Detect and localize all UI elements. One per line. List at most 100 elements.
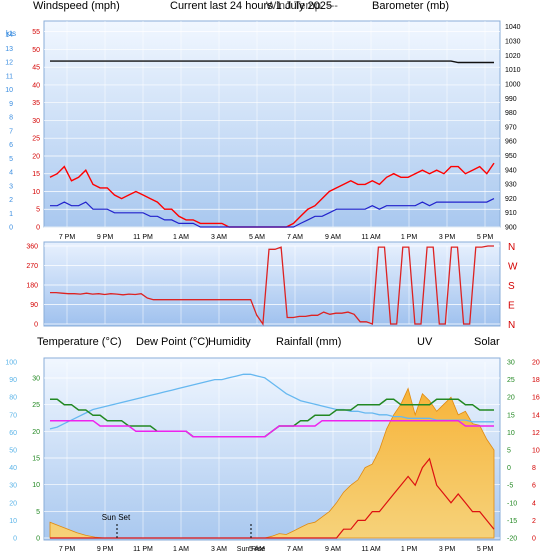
tick-label-barometer: 1000	[505, 81, 521, 88]
tick-label-temp-right: 5	[507, 448, 511, 455]
wind-panel-grid	[44, 21, 500, 228]
tick-label-temp-right: -5	[507, 483, 513, 490]
tick-label-compass: N	[508, 320, 515, 331]
tick-label-humidity: 20	[9, 500, 17, 507]
tick-label-windspeed: 5	[36, 207, 40, 214]
tick-label-windspeed: 10	[32, 189, 40, 196]
tick-label-temp-right: 10	[507, 430, 515, 437]
tick-label-barometer: 980	[505, 110, 517, 117]
rainfall-header: Rainfall (mm)	[276, 336, 341, 348]
tick-label-time: 1 AM	[173, 546, 189, 553]
tick-label-temperature: 0	[36, 536, 40, 543]
tick-label-compass: S	[508, 281, 515, 292]
tick-label-temperature: 25	[32, 402, 40, 409]
tick-label-time: 9 AM	[325, 234, 341, 241]
tick-label-knots: 12	[5, 60, 13, 67]
tick-label-humidity: 0	[13, 536, 17, 543]
tick-label-barometer: 960	[505, 139, 517, 146]
tick-label-barometer: 1010	[505, 67, 521, 74]
tick-label-uv: 4	[532, 500, 536, 507]
tick-label-direction: 270	[26, 263, 38, 270]
tick-label-time: 3 PM	[439, 546, 456, 553]
tick-label-windspeed: 50	[32, 47, 40, 54]
series-humidity	[49, 373, 494, 430]
tick-label-temp-right: -15	[507, 518, 517, 525]
tick-label-time: 9 PM	[97, 546, 114, 553]
wind-temp-label: Wind Temp. ---	[266, 0, 338, 12]
wind-panel-bg	[43, 20, 501, 228]
tick-label-barometer: 1020	[505, 53, 521, 60]
series-wind-direction	[50, 245, 494, 326]
tick-label-temp-right: -20	[507, 536, 517, 543]
tick-label-time: 1 PM	[401, 546, 418, 553]
tick-label-knots: 3	[9, 183, 13, 190]
tick-label-uv: 6	[532, 483, 536, 490]
knots-axis-title: kts	[6, 29, 16, 38]
tick-label-humidity: 100	[5, 360, 17, 367]
tick-label-compass: W	[508, 262, 518, 273]
tick-label-uv: 8	[532, 465, 536, 472]
tick-label-temp-right: 30	[507, 360, 515, 367]
tick-label-time: 1 AM	[173, 234, 189, 241]
tick-label-time: 5 PM	[477, 546, 494, 553]
windspeed-axis-title: Windspeed (mph)	[33, 0, 120, 12]
tick-label-humidity: 10	[9, 518, 17, 525]
tick-label-time: 5 AM	[249, 546, 265, 553]
chart-title: Current last 24 hours 1 July 2025	[170, 0, 332, 12]
tick-label-time: 5 PM	[477, 234, 494, 241]
tick-label-windspeed: 55	[32, 29, 40, 36]
tick-label-windspeed: 0	[36, 225, 40, 232]
tick-label-compass: N	[508, 242, 515, 253]
wind-panel-series	[49, 60, 495, 228]
tick-label-knots: 9	[9, 101, 13, 108]
tick-label-temp-right: 15	[507, 412, 515, 419]
tick-label-uv: 10	[532, 448, 540, 455]
tick-label-uv: 0	[532, 536, 536, 543]
tick-label-barometer: 1040	[505, 24, 521, 31]
tick-label-humidity: 80	[9, 395, 17, 402]
tick-label-time: 7 AM	[287, 234, 303, 241]
tick-label-temperature: 10	[32, 482, 40, 489]
tick-label-knots: 14	[5, 32, 13, 39]
tick-label-barometer: 950	[505, 153, 517, 160]
series-dewpoint	[50, 419, 494, 438]
tick-label-temperature: 20	[32, 429, 40, 436]
tick-label-windspeed: 35	[32, 100, 40, 107]
tick-label-barometer: 920	[505, 196, 517, 203]
tick-label-direction: 180	[26, 283, 38, 290]
tick-label-knots: 8	[9, 115, 13, 122]
tick-label-time: 5 AM	[249, 234, 265, 241]
tick-label-barometer: 910	[505, 210, 517, 217]
tick-label-time: 9 AM	[325, 546, 341, 553]
tick-label-windspeed: 45	[32, 65, 40, 72]
tick-label-knots: 1	[9, 211, 13, 218]
tick-label-barometer: 900	[505, 225, 517, 232]
tick-label-barometer: 970	[505, 124, 517, 131]
tick-label-uv: 18	[532, 377, 540, 384]
series-barometer	[50, 60, 494, 64]
tick-label-time: 3 AM	[211, 234, 227, 241]
sun-set-label: Sun Set	[102, 513, 131, 522]
tick-label-temperature: 5	[36, 509, 40, 516]
tick-label-time: 7 AM	[287, 546, 303, 553]
temperature-header: Temperature (°C)	[37, 336, 121, 348]
wind-panel-axes: 0510152025303540455055012345678910111213…	[5, 24, 520, 241]
tick-label-temperature: 30	[32, 376, 40, 383]
tick-label-knots: 2	[9, 197, 13, 204]
tick-label-time: 3 PM	[439, 234, 456, 241]
tick-label-uv: 16	[532, 395, 540, 402]
tick-label-knots: 6	[9, 142, 13, 149]
tick-label-direction: 90	[30, 302, 38, 309]
tick-label-time: 3 AM	[211, 546, 227, 553]
direction-panel-series	[50, 245, 494, 326]
tick-label-uv: 20	[532, 360, 540, 367]
humidity-header: Humidity	[208, 336, 251, 348]
tick-label-time: 11 PM	[133, 234, 153, 241]
solar-header: Solar	[474, 336, 500, 348]
uv-header: UV	[417, 336, 433, 348]
tick-label-humidity: 30	[9, 483, 17, 490]
tick-label-knots: 0	[9, 225, 13, 232]
